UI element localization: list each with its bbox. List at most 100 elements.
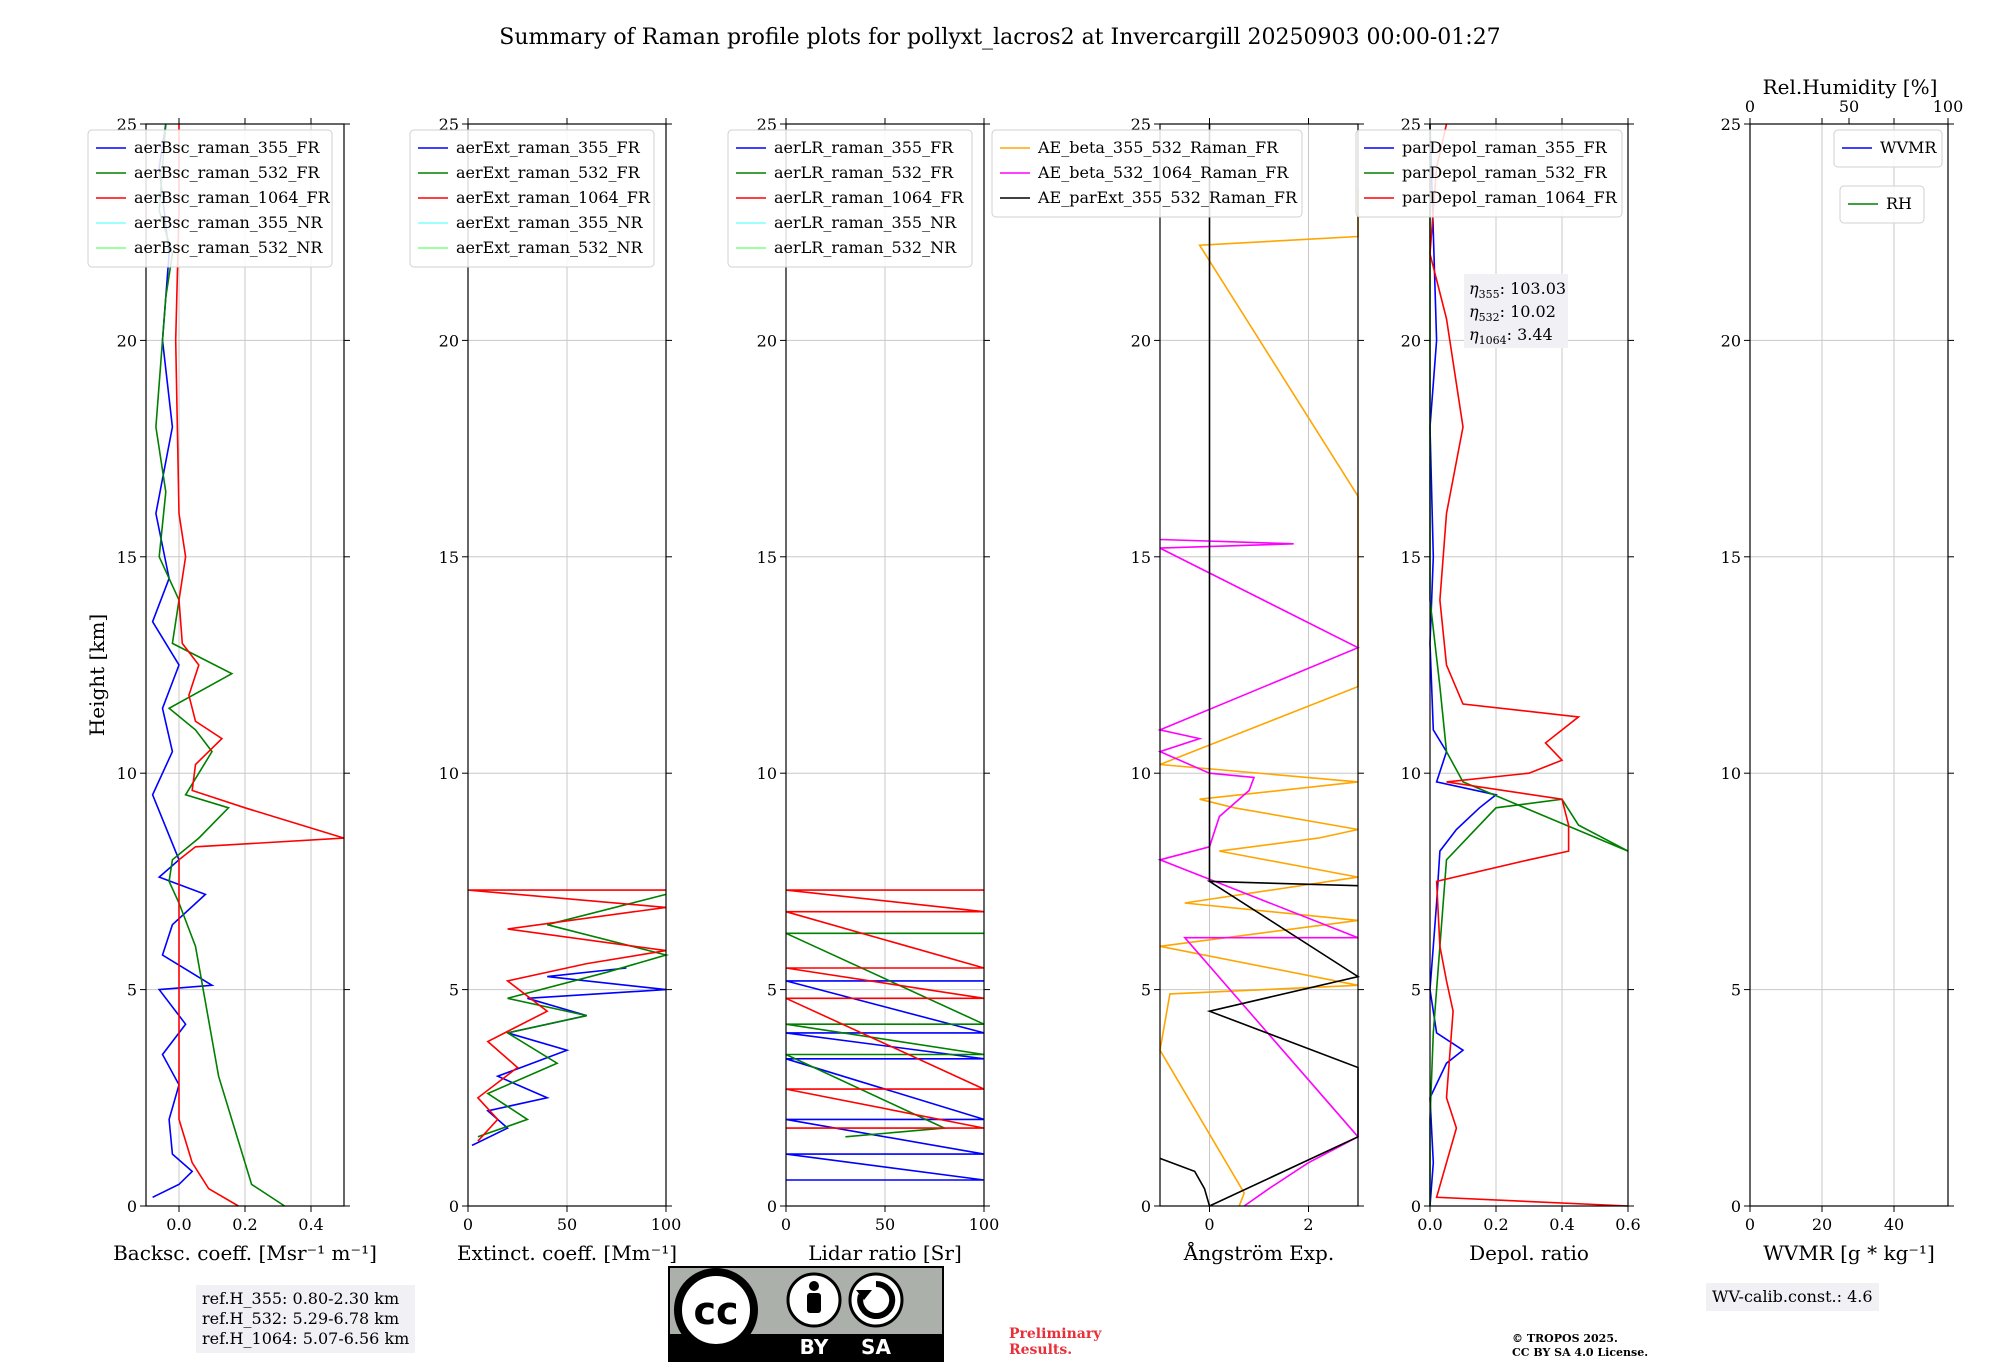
y-tick-label: 25 <box>1131 115 1151 134</box>
axes-frame <box>1749 123 1949 1207</box>
y-tick-label: 20 <box>117 331 137 350</box>
x-axis-label: Extinct. coeff. [Mm⁻¹] <box>457 1241 677 1265</box>
svg-text:cc: cc <box>693 1289 738 1333</box>
y-tick-label: 10 <box>1131 764 1151 783</box>
x-axis-label: Lidar ratio [Sr] <box>808 1241 962 1265</box>
legend-entry: parDepol_raman_355_FR <box>1402 138 1608 157</box>
legend-frame <box>1355 129 1623 218</box>
legend-entry: AE_beta_355_532_Raman_FR <box>1037 138 1279 157</box>
legend-ext: aerExt_raman_355_FR aerExt_raman_532_FRae… <box>409 129 655 268</box>
y-tick-label: 0 <box>1731 1197 1741 1216</box>
y-tick-label: 25 <box>757 115 777 134</box>
series-line-aerBsc_raman_1064_FR <box>174 124 345 1207</box>
x-tick-label: 0.2 <box>232 1215 257 1234</box>
legend-frame <box>727 129 973 268</box>
eta-value-355: η355: 103.03 <box>1469 279 1566 301</box>
y-tick-label: 0 <box>1411 1197 1421 1216</box>
copyright-line-2: CC BY SA 4.0 License. <box>1512 1346 1649 1359</box>
legend-entry: aerLR_raman_355_NR <box>774 213 957 232</box>
axes-frame <box>1159 123 1359 1207</box>
legend-lr: aerLR_raman_355_FR aerLR_raman_532_FR aerL… <box>727 129 973 268</box>
copyright-note: © TROPOS 2025. CC BY SA 4.0 License. <box>1512 1332 1648 1360</box>
y-tick-label: 10 <box>117 764 137 783</box>
x-tick-label: 50 <box>875 1215 895 1234</box>
y-tick-label: 0 <box>767 1197 777 1216</box>
legend-wvmr: WVMR <box>1833 129 1943 168</box>
legend-frame <box>1839 185 1925 224</box>
y-tick-label: 0 <box>127 1197 137 1216</box>
legend-frame <box>409 129 655 268</box>
y-tick-label: 20 <box>757 331 777 350</box>
legend-entry: AE_beta_532_1064_Raman_FR <box>1037 163 1289 182</box>
legend-entry: aerExt_raman_1064_FR <box>456 188 651 207</box>
legend-entry: RH <box>1886 194 1912 213</box>
series-line-aerBsc_raman_355_FR <box>151 123 215 1199</box>
panel-ext: 0 50 100 0 5 10 15 20 25 Extinct. coeff. [Mm⁻¹] ae… <box>409 115 682 1265</box>
legend-entry: aerBsc_raman_355_NR <box>134 213 323 232</box>
y-tick-label: 5 <box>127 981 137 1000</box>
x-tick-label: 0.2 <box>1483 1215 1508 1234</box>
legend-frame <box>991 129 1303 218</box>
y-tick-label: 15 <box>439 548 459 567</box>
legend-depol: parDepol_raman_355_FR parDepol_raman_532_… <box>1355 129 1623 218</box>
y-tick-label: 5 <box>449 981 459 1000</box>
legend-entry: aerBsc_raman_532_FR <box>134 163 320 182</box>
y-tick-label: 5 <box>1411 981 1421 1000</box>
legend-bsc: aerBsc_raman_355_FR aerBsc_raman_532_FRae… <box>87 129 333 268</box>
x-tick-label: 100 <box>969 1215 1000 1234</box>
wv-calibration-box: WV-calib.const.: 4.6 <box>1706 1283 1879 1311</box>
legend-entry: aerLR_raman_1064_FR <box>774 188 964 207</box>
y-tick-label: 25 <box>1401 115 1421 134</box>
legend-entry: parDepol_raman_532_FR <box>1402 163 1608 182</box>
series-line-AE_beta_532_1064_Raman_FR <box>1157 538 1360 1207</box>
y-tick-label: 20 <box>1721 331 1741 350</box>
legend-entry: AE_parExt_355_532_Raman_FR <box>1037 188 1298 207</box>
x-tick-label: 0.4 <box>298 1215 323 1234</box>
preliminary-line-1: Preliminary <box>1009 1326 1102 1342</box>
panel-lr: 0 50 100 0 5 10 15 20 25 Lidar ratio [Sr] aerLR_ra… <box>727 115 1000 1265</box>
axes-frame <box>1429 123 1629 1207</box>
reference-height-box: ref.H_355: 0.80-2.30 km ref.H_532: 5.29-… <box>196 1285 416 1353</box>
cc-by-sa-license-badge: cc BY SA <box>668 1266 944 1362</box>
series-line-AE_beta_355_532_Raman_FR <box>1159 188 1359 1207</box>
series-line-parDepol_raman_532_FR <box>1429 124 1629 1206</box>
y-tick-label: 15 <box>1721 548 1741 567</box>
top-x-tick-label: 50 <box>1839 97 1859 116</box>
x-tick-label: 2 <box>1303 1215 1313 1234</box>
ref-height-532: ref.H_532: 5.29-6.78 km <box>202 1309 400 1328</box>
x-tick-label: 0.0 <box>166 1215 191 1234</box>
legend-entry: aerExt_raman_355_FR <box>456 138 641 157</box>
x-tick-label: 0.6 <box>1615 1215 1640 1234</box>
y-tick-label: 10 <box>1401 764 1421 783</box>
y-tick-label: 5 <box>1731 981 1741 1000</box>
series-line-AE_parExt_355_532_Raman_FR <box>1159 124 1361 1208</box>
ref-height-1064: ref.H_1064: 5.07-6.56 km <box>202 1329 410 1348</box>
figure-title: Summary of Raman profile plots for polly… <box>499 25 1500 50</box>
eta-value-532: η532: 10.02 <box>1469 302 1556 324</box>
y-tick-label: 5 <box>1141 981 1151 1000</box>
y-tick-label: 10 <box>1721 764 1741 783</box>
legend-ae: AE_beta_355_532_Raman_FR AE_beta_532_1064… <box>991 129 1303 218</box>
legend-entry: aerLR_raman_532_NR <box>774 238 957 257</box>
eta-box-frame <box>1464 274 1568 348</box>
y-tick-label: 20 <box>1401 331 1421 350</box>
copyright-line-1: © TROPOS 2025. <box>1512 1332 1618 1345</box>
x-axis-label: WVMR [g * kg⁻¹] <box>1763 1241 1935 1265</box>
series-line-parDepol_raman_1064_FR <box>1429 123 1629 1207</box>
y-tick-label: 10 <box>757 764 777 783</box>
legend-frame <box>87 129 333 268</box>
legend-entry: aerLR_raman_532_FR <box>774 163 954 182</box>
legend-entry: aerBsc_raman_532_NR <box>134 238 323 257</box>
y-tick-label: 5 <box>767 981 777 1000</box>
legend-entry: aerExt_raman_532_FR <box>456 163 641 182</box>
license-by-label: BY <box>800 1335 829 1359</box>
panel-depol: 0.0 0.2 0.4 0.6 0 5 10 15 20 25 Depol. ratio parDep… <box>1355 115 1641 1265</box>
series-line-aerLR_raman_1064_FR <box>785 889 985 1129</box>
x-axis-label: Backsc. coeff. [Msr⁻¹ m⁻¹] <box>113 1241 377 1265</box>
x-tick-label: 40 <box>1884 1215 1904 1234</box>
x-tick-label: 100 <box>651 1215 682 1234</box>
y-tick-label: 0 <box>1141 1197 1151 1216</box>
y-tick-label: 20 <box>1131 331 1151 350</box>
y-tick-label: 10 <box>439 764 459 783</box>
